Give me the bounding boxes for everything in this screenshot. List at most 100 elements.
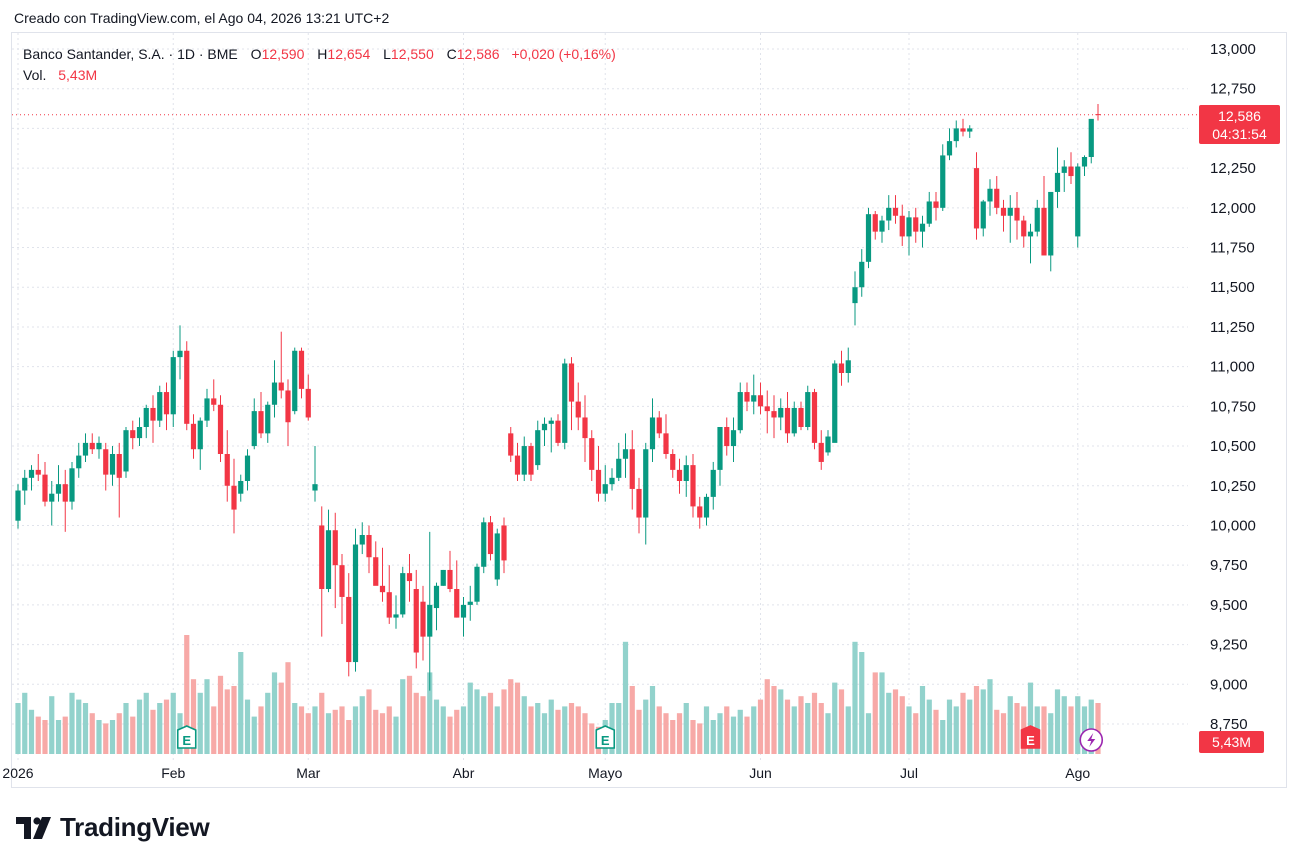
candle-body (649, 417, 656, 450)
candle-body (231, 485, 237, 510)
chart-caption: Creado con TradingView.com, el Ago 04, 2… (14, 10, 390, 26)
candle-body (1027, 231, 1034, 237)
time-tick-label: Jul (900, 765, 918, 781)
volume-bar (676, 713, 683, 754)
volume-bar (352, 706, 359, 754)
candle-body (217, 404, 224, 454)
earnings-marker: E (176, 725, 197, 749)
candle-body (89, 442, 95, 450)
candle-body (150, 407, 156, 421)
volume-bar (366, 689, 372, 754)
volume-bar (393, 716, 399, 754)
volume-bar (55, 720, 62, 754)
volume-bar (818, 703, 824, 754)
volume-bar (589, 723, 595, 754)
candle-body (926, 201, 932, 224)
volume-bar (1014, 703, 1020, 754)
last-volume-tag: 5,43M (1199, 731, 1264, 753)
volume-bar (82, 703, 89, 754)
volume-bar (406, 675, 413, 754)
volume-bar (1041, 706, 1047, 754)
volume-bar (433, 699, 440, 754)
candle-body (1088, 118, 1094, 157)
volume-bar (217, 675, 224, 754)
candle-body (109, 454, 116, 475)
volume-bar (791, 706, 797, 754)
candle-body (663, 433, 669, 454)
volume-bar (703, 706, 710, 754)
candle-body (730, 430, 737, 447)
candle-body (211, 398, 217, 405)
candles (15, 103, 1101, 691)
volume-bar (1054, 689, 1061, 754)
candle-body (190, 423, 197, 450)
candle-body (15, 490, 21, 521)
earnings-marker: E (1020, 725, 1041, 749)
candle-body (838, 363, 845, 373)
candle-body (717, 427, 723, 470)
volume-bar (953, 706, 959, 754)
candle-body (562, 363, 568, 443)
volume-bar (1095, 703, 1101, 754)
candle-body (1007, 207, 1013, 216)
volume-bar (339, 706, 345, 754)
volume-bar (76, 699, 82, 754)
candle-body (454, 589, 460, 618)
volume-bar (265, 692, 271, 754)
volume-bar (62, 716, 68, 754)
volume-bar (109, 720, 116, 754)
volume-bar (643, 699, 649, 754)
candle-body (184, 350, 190, 424)
candle-body (474, 566, 480, 602)
lightning-icon (1087, 733, 1096, 747)
candle-body (703, 496, 710, 518)
volume-bar (460, 706, 467, 754)
candle-body (724, 427, 730, 447)
candle-body (406, 573, 413, 582)
candle-body (224, 454, 230, 486)
candle-body (940, 155, 946, 208)
volume-bar (555, 709, 561, 754)
volume-bar (15, 703, 21, 754)
volume-bar (211, 706, 217, 754)
legend-volume-value: 5,43M (58, 67, 98, 83)
candle-body (28, 469, 35, 478)
candle-body (791, 407, 797, 434)
time-axis: 2026 Feb Mar Abr Mayo Jun Jul Ago (2, 765, 1090, 781)
tradingview-logo[interactable]: TradingView (16, 812, 210, 843)
volume-bar (690, 720, 696, 754)
volume-bar (184, 635, 190, 754)
volume-bar (197, 692, 203, 754)
candle-body (481, 522, 487, 567)
volume-bar (872, 672, 878, 754)
candle-body (265, 404, 271, 434)
price-tick-label: 11,500 (1210, 279, 1255, 296)
volume-bar (919, 686, 926, 754)
candle-body (373, 557, 379, 586)
volume-bar (892, 689, 899, 754)
volume-bar (622, 641, 629, 754)
candle-body (622, 449, 629, 459)
volume-bar (190, 679, 197, 754)
candle-body (636, 488, 642, 518)
volume-bar (629, 686, 635, 754)
volume-bar (724, 706, 730, 754)
candle-body (197, 420, 203, 450)
candle-body (170, 357, 176, 415)
volume-bar (730, 716, 737, 754)
candle-body (130, 430, 136, 439)
volume-bar (481, 696, 487, 754)
candle-body (204, 398, 210, 421)
bar-countdown: 04:31:54 (1212, 126, 1267, 142)
volume-bar (474, 689, 480, 754)
volume-bar (973, 686, 980, 754)
volume-bar (420, 696, 426, 754)
legend-low-value: 12,550 (390, 46, 434, 62)
candle-body (427, 604, 433, 637)
volume-bar (508, 679, 514, 754)
volume-bar (238, 652, 244, 754)
volume-bar (487, 692, 494, 754)
candle-body (832, 363, 838, 443)
volume-bars (15, 635, 1101, 754)
